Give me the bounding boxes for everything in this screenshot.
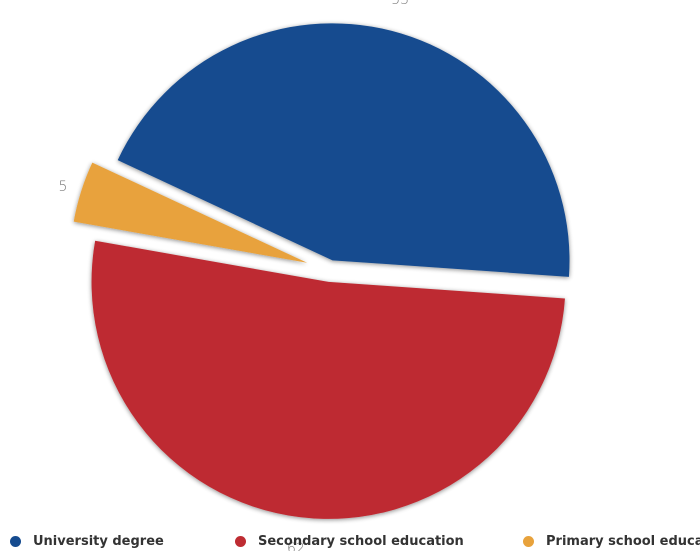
legend-label-primary-school-education: Primary school education bbox=[546, 534, 700, 549]
pie-slice-secondary-school-education[interactable] bbox=[91, 240, 565, 519]
legend-item-university-degree[interactable]: University degree bbox=[10, 534, 164, 549]
pie-slice-university-degree[interactable] bbox=[117, 23, 570, 277]
legend-label-secondary-school-education: Secondary school education bbox=[258, 534, 464, 549]
legend-marker-primary-school-education-icon bbox=[523, 536, 534, 547]
legend-item-secondary-school-education[interactable]: Secondary school education bbox=[235, 534, 464, 549]
chart-legend: University degree Secondary school educa… bbox=[0, 532, 700, 551]
pie-slice-primary-school-education[interactable] bbox=[73, 162, 308, 263]
legend-item-primary-school-education[interactable]: Primary school education bbox=[523, 534, 700, 549]
data-label-secondary-school-education: 62 bbox=[287, 541, 305, 551]
legend-label-university-degree: University degree bbox=[33, 534, 164, 549]
legend-marker-university-degree-icon bbox=[10, 536, 21, 547]
legend-marker-secondary-school-education-icon bbox=[235, 536, 246, 547]
data-label-primary-school-education: 5 bbox=[58, 179, 67, 195]
data-label-university-degree: 53 bbox=[391, 0, 409, 8]
